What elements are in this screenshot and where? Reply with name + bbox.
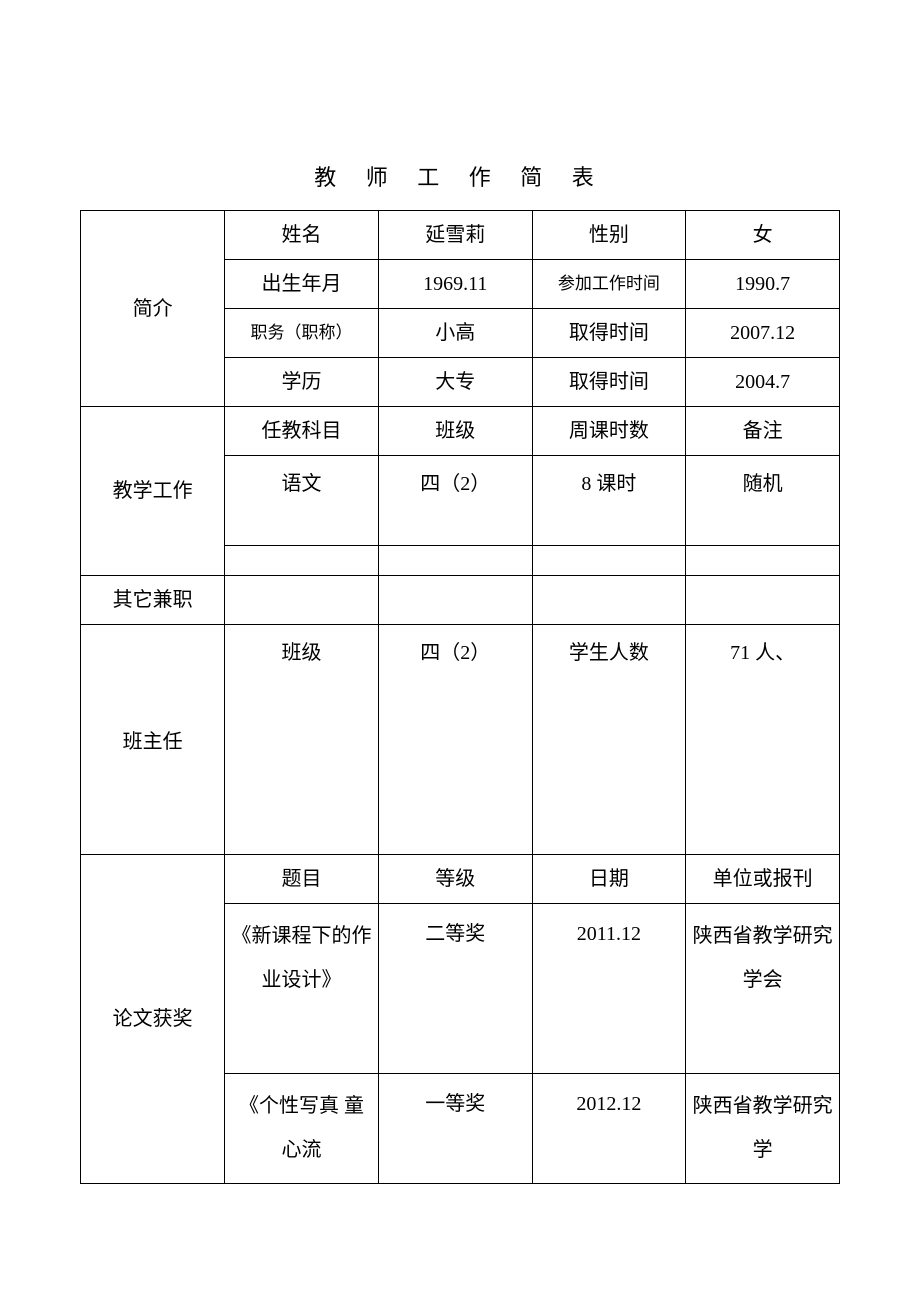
value-paper2-grade: 一等奖 — [378, 1074, 532, 1184]
value-job-title: 小高 — [378, 309, 532, 358]
empty-cell — [532, 576, 686, 625]
empty-cell — [532, 546, 686, 576]
value-subject: 语文 — [225, 456, 379, 546]
empty-cell — [378, 576, 532, 625]
label-edu-date: 取得时间 — [532, 358, 686, 407]
label-name: 姓名 — [225, 211, 379, 260]
empty-cell — [686, 546, 840, 576]
label-education: 学历 — [225, 358, 379, 407]
value-birth: 1969.11 — [378, 260, 532, 309]
value-paper2-org: 陕西省教学研究学 — [686, 1074, 840, 1184]
label-work-start: 参加工作时间 — [532, 260, 686, 309]
header-topic: 题目 — [225, 855, 379, 904]
value-gender: 女 — [686, 211, 840, 260]
header-date: 日期 — [532, 855, 686, 904]
value-work-start: 1990.7 — [686, 260, 840, 309]
value-paper1-grade: 二等奖 — [378, 904, 532, 1074]
header-note: 备注 — [686, 407, 840, 456]
empty-cell — [225, 546, 379, 576]
label-birth: 出生年月 — [225, 260, 379, 309]
header-hours: 周课时数 — [532, 407, 686, 456]
label-title-date: 取得时间 — [532, 309, 686, 358]
value-edu-date: 2004.7 — [686, 358, 840, 407]
value-students: 71 人、 — [686, 625, 840, 855]
section-intro: 简介 — [81, 211, 225, 407]
value-ct-class: 四（2） — [378, 625, 532, 855]
label-job-title: 职务（职称） — [225, 309, 379, 358]
section-teaching: 教学工作 — [81, 407, 225, 576]
teacher-work-table: 简介 姓名 延雪莉 性别 女 出生年月 1969.11 参加工作时间 1990.… — [80, 210, 840, 1184]
value-title-date: 2007.12 — [686, 309, 840, 358]
section-paper-award: 论文获奖 — [81, 855, 225, 1184]
value-note: 随机 — [686, 456, 840, 546]
value-paper2-topic: 《个性写真 童心流 — [225, 1074, 379, 1184]
value-paper1-topic: 《新课程下的作业设计》 — [225, 904, 379, 1074]
value-paper1-date: 2011.12 — [532, 904, 686, 1074]
value-teaching-class: 四（2） — [378, 456, 532, 546]
value-paper2-date: 2012.12 — [532, 1074, 686, 1184]
page-title: 教 师 工 作 简 表 — [80, 160, 840, 192]
label-gender: 性别 — [532, 211, 686, 260]
label-ct-class: 班级 — [225, 625, 379, 855]
empty-cell — [686, 576, 840, 625]
header-org: 单位或报刊 — [686, 855, 840, 904]
header-subject: 任教科目 — [225, 407, 379, 456]
empty-cell — [225, 576, 379, 625]
value-paper1-org: 陕西省教学研究学会 — [686, 904, 840, 1074]
header-grade: 等级 — [378, 855, 532, 904]
section-other-job: 其它兼职 — [81, 576, 225, 625]
header-class: 班级 — [378, 407, 532, 456]
value-hours: 8 课时 — [532, 456, 686, 546]
section-class-teacher: 班主任 — [81, 625, 225, 855]
empty-cell — [378, 546, 532, 576]
value-name: 延雪莉 — [378, 211, 532, 260]
label-students: 学生人数 — [532, 625, 686, 855]
value-education: 大专 — [378, 358, 532, 407]
